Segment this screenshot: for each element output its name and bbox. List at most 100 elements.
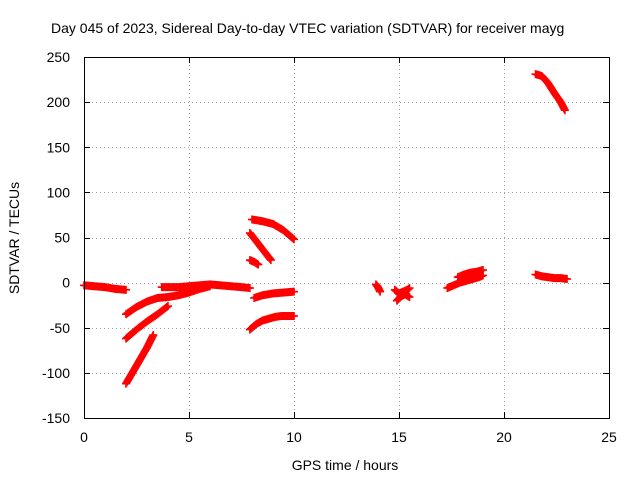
- data-point: [250, 257, 259, 266]
- data-point: [245, 256, 254, 265]
- data-marker-fill: [266, 254, 275, 263]
- data-point: [279, 288, 288, 297]
- data-point: [254, 260, 263, 269]
- data-point: [122, 379, 130, 388]
- data-point: [376, 287, 385, 296]
- series-arc3: [122, 302, 172, 343]
- data-point: [405, 293, 414, 302]
- data-point: [462, 276, 471, 285]
- data-point: [563, 275, 571, 284]
- data-point: [132, 325, 141, 334]
- data-marker-fill: [404, 284, 413, 293]
- data-point: [466, 268, 475, 277]
- data-point: [449, 281, 458, 290]
- data-point: [468, 275, 477, 284]
- y-tick-label: 200: [47, 94, 71, 110]
- data-point: [122, 310, 130, 319]
- data-point: [134, 358, 143, 367]
- series-arc17: [531, 70, 569, 115]
- series-arc6: [245, 312, 298, 334]
- data-point: [556, 98, 565, 107]
- data-point: [101, 283, 109, 292]
- data-point: [164, 293, 172, 302]
- data-point: [443, 284, 452, 293]
- data-point: [405, 284, 414, 293]
- data-point: [227, 282, 235, 291]
- data-point: [397, 292, 406, 301]
- data-point: [550, 89, 559, 98]
- data-point: [531, 270, 540, 279]
- data-point: [556, 274, 565, 283]
- x-tick-label: 10: [286, 429, 302, 445]
- x-tick-label: 0: [80, 429, 88, 445]
- data-point: [392, 296, 401, 305]
- data-point: [269, 289, 277, 298]
- data-point: [544, 79, 553, 88]
- data-point: [290, 312, 298, 321]
- data-point: [560, 106, 569, 115]
- series-arc1: [80, 281, 130, 294]
- data-point: [537, 71, 546, 80]
- data-point: [164, 302, 172, 311]
- grid: [84, 57, 609, 418]
- data-point: [143, 317, 151, 326]
- data-point: [122, 334, 130, 343]
- data-point: [132, 302, 141, 311]
- data-point: [537, 272, 546, 281]
- data-point: [143, 343, 151, 352]
- y-tick-label: -150: [42, 410, 70, 426]
- data-point: [252, 320, 261, 329]
- y-tick-label: 50: [54, 230, 70, 246]
- series-arc5: [157, 280, 254, 293]
- axis-ticks: [84, 57, 610, 419]
- x-axis-label: GPS time / hours: [292, 457, 399, 473]
- data-point: [258, 245, 267, 254]
- x-tick-label: 5: [185, 429, 193, 445]
- data-point: [460, 270, 469, 279]
- data-point: [266, 256, 275, 265]
- data-point: [374, 283, 382, 292]
- data-point: [153, 293, 162, 302]
- data-point: [128, 368, 137, 377]
- data-point: [472, 267, 481, 276]
- y-tick-label: -100: [42, 365, 70, 381]
- series-arc15: [453, 265, 487, 282]
- data-point: [216, 281, 225, 290]
- data-point: [269, 219, 277, 228]
- series-arc10: [248, 215, 298, 244]
- series-arc9: [245, 228, 275, 265]
- data-point: [279, 226, 288, 235]
- y-tick-label: -50: [50, 320, 70, 336]
- y-tick-label: 0: [62, 275, 70, 291]
- data-point: [290, 287, 298, 296]
- data-point: [250, 293, 259, 302]
- data-point: [245, 284, 254, 293]
- y-tick-label: 100: [47, 184, 71, 200]
- data-point: [206, 280, 214, 289]
- data-point: [153, 310, 162, 319]
- data-point: [149, 330, 158, 339]
- data-point: [531, 70, 540, 79]
- data-point: [262, 250, 271, 259]
- series-arc13: [392, 290, 414, 305]
- data-point: [111, 284, 120, 293]
- data-point: [157, 283, 166, 292]
- data-point: [90, 282, 99, 291]
- data-point: [479, 265, 487, 274]
- data-point: [544, 273, 553, 282]
- data-marker-fill: [162, 302, 171, 311]
- data-point: [401, 290, 410, 299]
- data-point: [174, 283, 183, 292]
- data-point: [258, 316, 267, 325]
- y-tick-label: 150: [47, 139, 71, 155]
- series-arc8: [245, 256, 263, 269]
- x-tick-label: 25: [601, 429, 617, 445]
- data-point: [264, 314, 273, 323]
- chart-title: Day 045 of 2023, Sidereal Day-to-day VTE…: [51, 20, 564, 36]
- data-point: [245, 325, 254, 334]
- data-point: [258, 291, 267, 300]
- data-point: [245, 228, 254, 237]
- data-point: [258, 217, 267, 226]
- data-point: [271, 312, 280, 321]
